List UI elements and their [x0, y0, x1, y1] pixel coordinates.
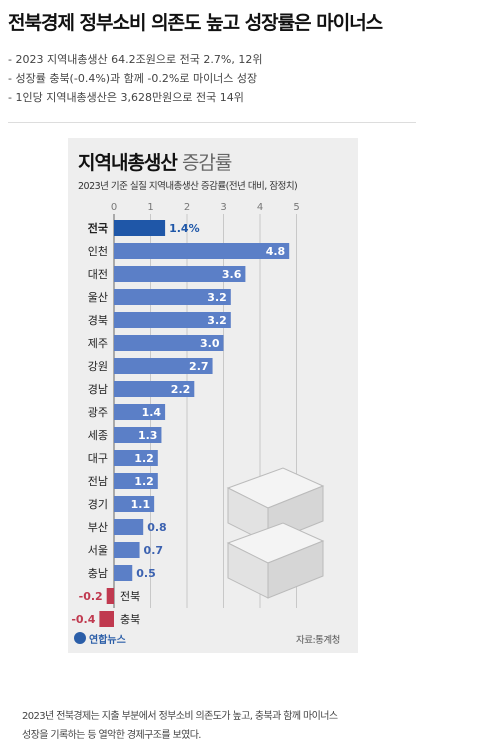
- chart-title: 지역내총생산 증감률: [78, 148, 232, 175]
- category-label: 경북: [88, 314, 108, 327]
- value-label: 1.4%: [169, 222, 200, 235]
- x-tick-label: 1: [147, 202, 153, 213]
- category-label: 대전: [88, 268, 108, 281]
- bar: [114, 427, 162, 443]
- bar: [114, 335, 224, 351]
- value-label: 2.2: [171, 383, 191, 396]
- category-label: 서울: [88, 544, 108, 557]
- chart-infographic: 0 1 2 3 4 5 전국 1.4% 인천 4.8 대전 3.6 울산 3.2 경북 3.2 제주 3.0 강원 2…: [68, 138, 358, 653]
- value-label: 2.7: [189, 360, 209, 373]
- value-label: 0.5: [136, 567, 156, 580]
- bar: [114, 496, 155, 512]
- summary-line: - 2023 지역내총생산 64.2조원으로 전국 2.7%, 12위: [8, 53, 263, 66]
- yonhap-logo: 연합뉴스: [74, 630, 126, 646]
- article-headline: 전북경제 정부소비 의존도 높고 성장률은 마이너스: [8, 12, 383, 34]
- chart-source: 자료:통계청: [296, 635, 340, 646]
- value-label: 3.2: [207, 314, 227, 327]
- chart-title-bold: 지역내총생산: [78, 152, 178, 174]
- logo-text: 연합뉴스: [89, 634, 126, 646]
- chart-subtitle: 2023년 기준 실질 지역내총생산 증감률(전년 대비, 잠정치): [78, 181, 298, 192]
- value-label: 4.8: [266, 245, 286, 258]
- value-label: 3.6: [222, 268, 242, 281]
- value-label: 1.2: [134, 452, 154, 465]
- category-label: 부산: [88, 521, 108, 534]
- bar: [114, 358, 213, 374]
- value-label: -0.4: [71, 613, 95, 626]
- category-label: 울산: [88, 291, 108, 304]
- value-label: -0.2: [79, 590, 103, 603]
- yonhap-logo-icon: [74, 632, 86, 644]
- value-label: 0.8: [147, 521, 167, 534]
- x-tick-label: 2: [184, 202, 190, 213]
- bar: [99, 611, 114, 627]
- bar: [114, 542, 140, 558]
- summary-line: - 성장률 충북(-0.4%)과 함께 -0.2%로 마이너스 성장: [8, 72, 258, 85]
- x-tick-label: 4: [257, 202, 263, 213]
- category-label: 전북: [120, 590, 140, 603]
- chart-title-light: 증감률: [181, 152, 232, 174]
- x-tick-label: 3: [220, 202, 226, 213]
- bar: [114, 473, 158, 489]
- category-label: 충북: [120, 613, 140, 626]
- bar: [114, 243, 290, 259]
- bar: [114, 381, 195, 397]
- caption-line: 2023년 전북경제는 지출 부분에서 정부소비 의존도가 높고, 충북과 함께…: [22, 711, 338, 722]
- value-label: 3.0: [200, 337, 220, 350]
- bar: [114, 220, 166, 236]
- category-label: 대구: [88, 452, 108, 465]
- category-label: 전남: [88, 475, 108, 488]
- bar: [114, 289, 231, 305]
- category-label: 인천: [88, 244, 108, 258]
- value-label: 1.3: [138, 429, 158, 442]
- category-label: 강원: [88, 360, 108, 373]
- category-label: 광주: [88, 406, 108, 419]
- article-summary: - 2023 지역내총생산 64.2조원으로 전국 2.7%, 12위 - 성장…: [8, 50, 428, 107]
- summary-line: - 1인당 지역내총생산은 3,628만원으로 전국 14위: [8, 91, 244, 104]
- x-tick-label: 0: [111, 202, 117, 213]
- bar-chart: 0 1 2 3 4 5 전국 1.4% 인천 4.8 대전 3.6 울산 3.2 경북 3.2 제주 3.0 강원 2…: [71, 202, 325, 627]
- photo-caption: 2023년 전북경제는 지출 부분에서 정부소비 의존도가 높고, 충북과 함께…: [22, 707, 422, 745]
- value-label: 3.2: [207, 291, 227, 304]
- category-label: 경남: [88, 383, 108, 396]
- divider: [8, 122, 416, 123]
- category-label: 경기: [88, 498, 108, 511]
- value-label: 1.2: [134, 475, 154, 488]
- caption-line: 성장을 기록하는 등 열악한 경제구조를 보였다.: [22, 730, 201, 741]
- bar: [114, 266, 246, 282]
- bar: [114, 312, 231, 328]
- category-label: 전국: [88, 221, 108, 235]
- money-stack-front: [267, 540, 324, 599]
- category-label: 세종: [88, 429, 108, 442]
- bar: [114, 565, 133, 581]
- value-label: 0.7: [144, 544, 164, 557]
- bar: [114, 450, 158, 466]
- bar: [106, 588, 114, 604]
- category-label: 제주: [88, 337, 108, 350]
- x-tick-label: 5: [293, 202, 299, 213]
- value-label: 1.4: [142, 406, 162, 419]
- value-label: 1.1: [131, 498, 151, 511]
- bar: [114, 519, 144, 535]
- bar: [114, 404, 166, 420]
- category-label: 충남: [88, 567, 108, 580]
